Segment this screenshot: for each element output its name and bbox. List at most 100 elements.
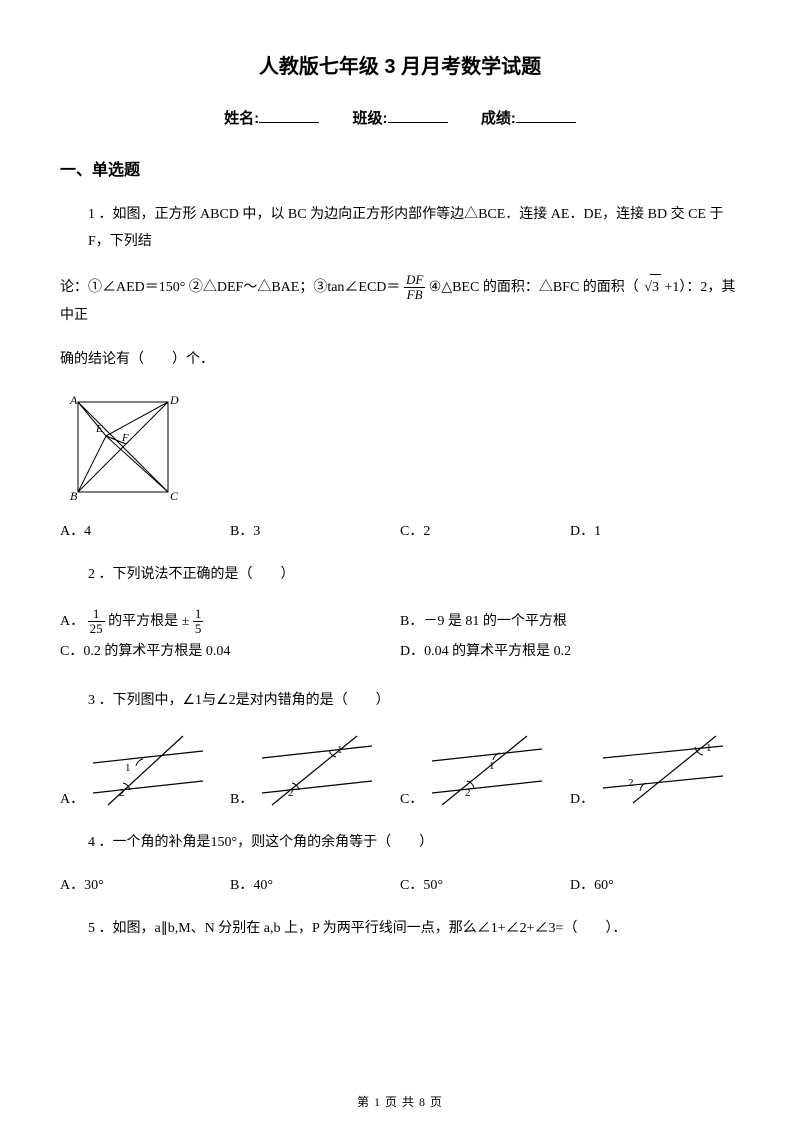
- q4-options: A．30° B．40° C．50° D．60°: [60, 874, 740, 894]
- sqrt-rad: 3: [650, 274, 661, 302]
- q1-line2: 论：①∠AED＝150° ②△DEF～△BAE；③tan∠ECD＝ DF FB …: [60, 273, 740, 329]
- q5-text: 5 ．如图，a∥b,M、N 分别在 a,b 上，P 为两平行线间一点，那么∠1+…: [88, 916, 740, 943]
- q4d-v: 60°: [594, 878, 614, 893]
- q3-ang1: ∠1: [183, 693, 203, 708]
- angle-svg-a: 1 2: [88, 733, 208, 808]
- q4b-v: 40°: [253, 878, 273, 893]
- svg-text:1: 1: [125, 762, 131, 774]
- q2a-pm: ±: [182, 614, 190, 629]
- q4-opt-a: A．30°: [60, 874, 230, 894]
- q4-opt-c: C．50°: [400, 874, 570, 894]
- q5-body: 如图，a∥b,M、N 分别在 a,b 上，P 为两平行线间一点，那么∠1+∠2+…: [113, 921, 627, 936]
- name-label: 姓名:: [224, 110, 259, 127]
- svg-text:2: 2: [288, 787, 294, 799]
- q3-opt-a: A． 1 2: [60, 733, 230, 808]
- q4c-v: 50°: [423, 878, 443, 893]
- angle-svg-b: 1 2: [257, 733, 377, 808]
- page-title: 人教版七年级 3 月月考数学试题: [60, 50, 740, 79]
- svg-text:C: C: [170, 489, 179, 502]
- q4c-l: C．: [400, 878, 423, 893]
- q3c-label: C．: [400, 788, 423, 808]
- q1-opt-a: A．4: [60, 520, 230, 540]
- q2-opt-c: C．0.2 的算术平方根是 0.04: [60, 637, 400, 668]
- q4-deg: 150°: [211, 835, 238, 850]
- q3-text: 3 ．下列图中，∠1与∠2是对内错角的是（ ）: [88, 688, 740, 715]
- frac-num: DF: [404, 273, 425, 288]
- q2-opt-d: D．0.04 的算术平方根是 0.2: [400, 637, 740, 668]
- q3a-label: A．: [60, 788, 84, 808]
- q1-opt-b: B．3: [230, 520, 400, 540]
- q1-text1: 如图，正方形 ABCD 中，以 BC 为边向正方形内部作等边△BCE．连接 AE…: [88, 207, 723, 249]
- svg-text:F: F: [121, 432, 129, 444]
- info-line: 姓名: 班级: 成绩:: [60, 107, 740, 128]
- score-blank: [516, 109, 576, 123]
- section-heading: 一、单选题: [60, 156, 740, 180]
- q3-figures: A． 1 2 B． 1 2 C． 1: [60, 733, 740, 808]
- frac-den: 5: [193, 622, 204, 636]
- svg-text:1: 1: [706, 742, 712, 754]
- name-blank: [259, 109, 319, 123]
- q4-pre: 一个角的补角是: [113, 835, 211, 850]
- q2-opt-a: A． 125 的平方根是 ± 15: [60, 607, 400, 638]
- svg-text:D: D: [169, 393, 179, 407]
- svg-text:B: B: [70, 489, 78, 502]
- q4a-v: 30°: [84, 878, 104, 893]
- svg-text:1: 1: [489, 760, 495, 772]
- q1-opt-d: D．1: [570, 520, 740, 540]
- q5-num: 5 ．: [88, 921, 113, 936]
- angle-svg-c: 1 2: [427, 733, 547, 808]
- class-label: 班级:: [353, 110, 388, 127]
- sqrt-3: 3: [642, 274, 661, 302]
- svg-text:2: 2: [465, 787, 471, 799]
- q2a-pre: A．: [60, 614, 84, 629]
- q4-num: 4 ．: [88, 835, 113, 850]
- q4-opt-b: B．40°: [230, 874, 400, 894]
- svg-text:2: 2: [628, 777, 634, 789]
- q4b-l: B．: [230, 878, 253, 893]
- class-blank: [388, 109, 448, 123]
- q4-opt-d: D．60°: [570, 874, 740, 894]
- q1-text2b: ④△BEC 的面积：△BFC 的面积（: [429, 280, 639, 295]
- q3b-label: B．: [230, 788, 253, 808]
- page-footer: 第 1 页 共 8 页: [0, 1093, 800, 1110]
- q2-body: 下列说法不正确的是（ ）: [113, 567, 295, 582]
- q1-line1: 1 ．如图，正方形 ABCD 中，以 BC 为边向正方形内部作等边△BCE．连接…: [88, 202, 740, 255]
- square-svg: A D B C E F: [68, 392, 186, 502]
- frac-num: 1: [193, 607, 204, 622]
- q4-text: 4 ．一个角的补角是150°，则这个角的余角等于（ ）: [88, 830, 740, 857]
- q3-pre: 下列图中，: [113, 693, 183, 708]
- frac-den: FB: [404, 288, 425, 302]
- svg-text:2: 2: [119, 787, 125, 799]
- frac-num: 1: [88, 607, 105, 622]
- angle-svg-d: 1 2: [598, 733, 728, 808]
- svg-text:E: E: [95, 423, 103, 435]
- q3-opt-c: C． 1 2: [400, 733, 570, 808]
- q3d-label: D．: [570, 788, 594, 808]
- q1-fraction: DF FB: [404, 273, 425, 303]
- q3-ang2: ∠2: [216, 693, 236, 708]
- q1-num: 1 ．: [88, 207, 113, 222]
- q3-opt-d: D． 1 2: [570, 733, 740, 808]
- q2a-mid: 的平方根是: [108, 614, 182, 629]
- q4d-l: D．: [570, 878, 594, 893]
- q2-options: A． 125 的平方根是 ± 15 B．－9 是 81 的一个平方根 C．0.2…: [60, 607, 740, 669]
- q2-num: 2 ．: [88, 567, 113, 582]
- svg-text:A: A: [69, 393, 78, 407]
- q2-text: 2 ．下列说法不正确的是（ ）: [88, 562, 740, 589]
- q2a-frac1: 125: [88, 607, 105, 637]
- q1-text2a: 论：①∠AED＝150° ②△DEF～△BAE；③tan∠ECD＝: [60, 280, 400, 295]
- q2a-frac2: 15: [193, 607, 204, 637]
- q1-opt-c: C．2: [400, 520, 570, 540]
- q1-line3: 确的结论有（ ）个．: [60, 347, 740, 374]
- q4-post: ，则这个角的余角等于（ ）: [237, 835, 433, 850]
- q3-num: 3 ．: [88, 693, 113, 708]
- q3-post: 是对内错角的是（ ）: [236, 693, 390, 708]
- q4a-l: A．: [60, 878, 84, 893]
- frac-den: 25: [88, 622, 105, 636]
- svg-text:1: 1: [337, 744, 343, 756]
- q1-options: A．4 B．3 C．2 D．1: [60, 520, 740, 540]
- q2-opt-b: B．－9 是 81 的一个平方根: [400, 607, 740, 638]
- q3-opt-b: B． 1 2: [230, 733, 400, 808]
- q3-mid: 与: [202, 693, 216, 708]
- score-label: 成绩:: [481, 110, 516, 127]
